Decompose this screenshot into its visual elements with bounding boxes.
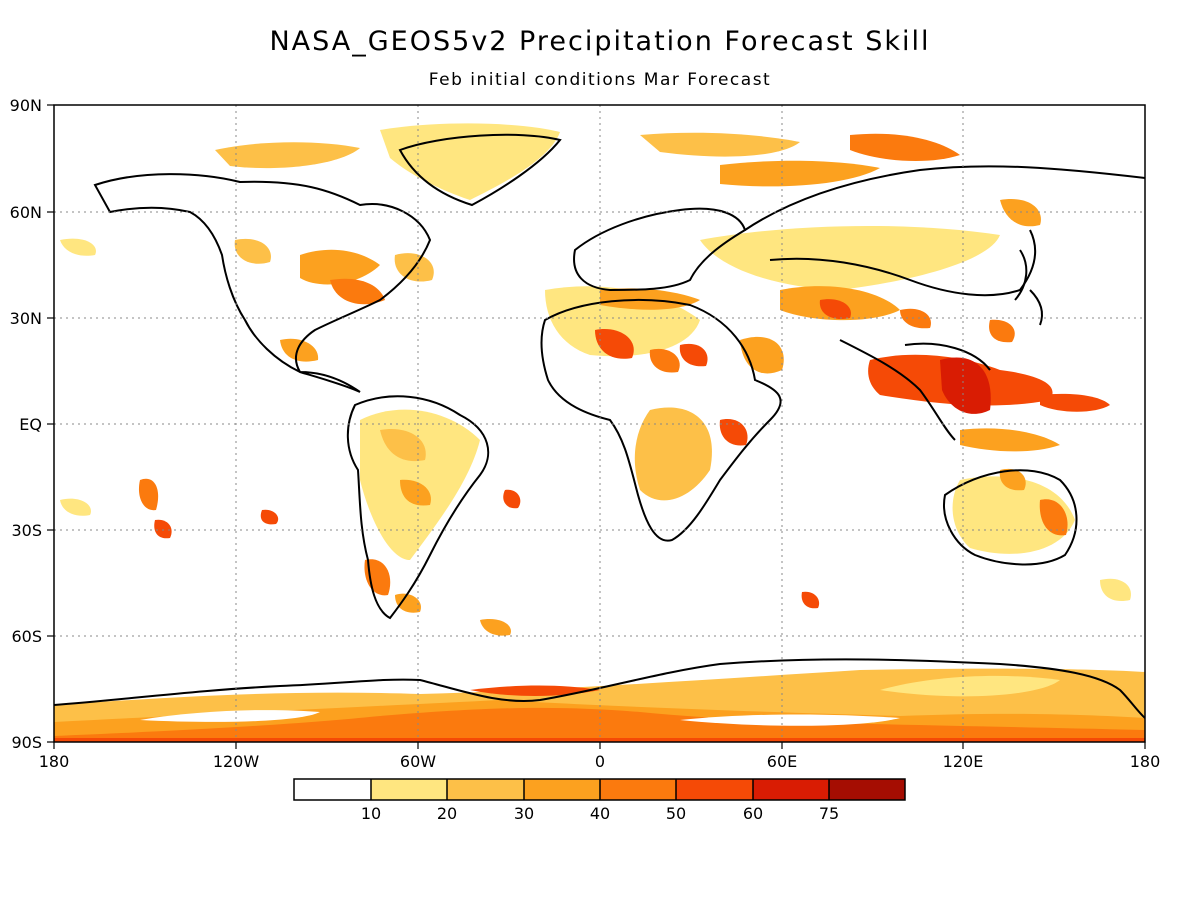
y-tick-label: 90N	[10, 96, 42, 115]
color-bar-label: 75	[819, 804, 839, 823]
y-tick-label: 30S	[11, 521, 42, 540]
y-tick-label: 60N	[10, 203, 42, 222]
color-bar-swatch	[524, 779, 600, 800]
x-tick-label: 0	[595, 752, 605, 771]
color-bar-label: 20	[437, 804, 457, 823]
x-tick-label: 180	[39, 752, 70, 771]
color-bar-swatch	[676, 779, 753, 800]
color-bar: 10 20 30 40 50 60 75	[293, 778, 906, 823]
color-bar-label: 50	[666, 804, 686, 823]
skill-patches	[54, 123, 1145, 742]
map-title: NASA_GEOS5v2 Precipitation Forecast Skil…	[269, 26, 931, 57]
y-tick-label: EQ	[19, 415, 42, 434]
color-bar-label: 40	[590, 804, 610, 823]
coastlines	[54, 133, 1145, 719]
color-bar-swatch	[447, 779, 524, 800]
graticule	[54, 105, 1145, 742]
color-bar-label: 10	[361, 804, 381, 823]
color-bar-label: 30	[514, 804, 534, 823]
color-bar-label: 60	[743, 804, 763, 823]
x-tick-label: 180	[1130, 752, 1161, 771]
x-tick-label: 60E	[767, 752, 797, 771]
x-tick-label: 60W	[400, 752, 436, 771]
color-bar-swatch	[829, 779, 905, 800]
x-tick-label: 120W	[213, 752, 260, 771]
color-bar-swatch	[371, 779, 447, 800]
map-subtitle: Feb initial conditions Mar Forecast	[428, 70, 772, 90]
color-bar-swatch	[294, 779, 371, 800]
tick-marks	[47, 104, 1146, 749]
y-tick-label: 30N	[10, 309, 42, 328]
x-tick-label: 120E	[943, 752, 984, 771]
y-tick-label: 90S	[11, 733, 42, 752]
color-bar-swatch	[753, 779, 829, 800]
y-tick-label: 60S	[11, 627, 42, 646]
color-bar-swatch	[600, 779, 676, 800]
